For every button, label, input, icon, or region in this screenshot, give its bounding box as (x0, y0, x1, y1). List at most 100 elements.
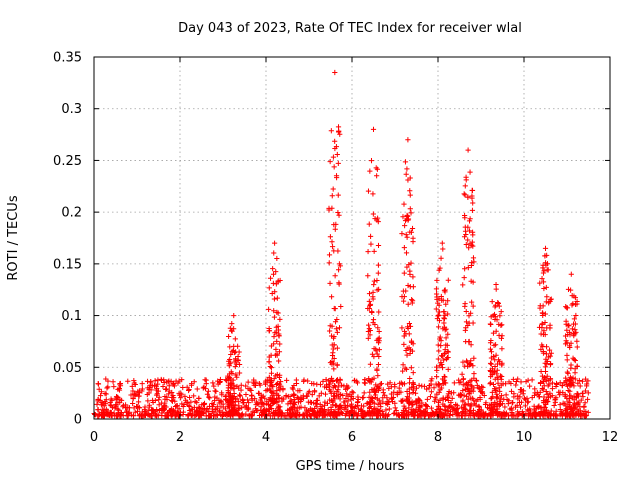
data-point (407, 375, 413, 382)
data-point (111, 384, 117, 390)
data-point (543, 388, 549, 395)
data-point (322, 399, 328, 405)
data-point (172, 403, 179, 410)
data-point (242, 404, 248, 410)
data-point (212, 388, 218, 394)
data-point (245, 385, 251, 392)
data-point (441, 320, 447, 326)
data-point (169, 389, 175, 396)
data-point (461, 234, 468, 240)
data-point (105, 384, 111, 390)
data-point (145, 398, 151, 404)
data-point (210, 402, 217, 408)
data-point (146, 386, 152, 393)
data-point (568, 287, 574, 293)
data-point (376, 397, 382, 403)
data-point (386, 385, 392, 391)
data-point (203, 409, 209, 415)
data-point (454, 402, 460, 408)
data-point (519, 387, 525, 393)
data-point (375, 242, 382, 249)
data-point (230, 347, 237, 354)
data-point (442, 407, 448, 414)
data-point (375, 401, 381, 407)
data-point (375, 387, 382, 394)
data-point (273, 410, 279, 416)
data-point (413, 385, 420, 391)
data-point (328, 128, 334, 134)
data-point (225, 400, 231, 406)
data-point (274, 295, 280, 301)
data-point (488, 410, 494, 416)
data-point (291, 391, 297, 397)
data-point (163, 379, 169, 385)
y-tick-label: 0.2 (61, 206, 82, 221)
data-point (538, 404, 544, 411)
data-point (328, 333, 335, 339)
data-point (567, 382, 573, 388)
data-point (520, 391, 526, 397)
data-point (366, 377, 372, 384)
data-point (425, 413, 432, 419)
data-point (332, 69, 338, 76)
data-point (365, 248, 371, 255)
data-point (376, 411, 382, 417)
data-point (206, 412, 213, 419)
data-point (312, 389, 318, 395)
data-point (494, 361, 501, 367)
data-point (553, 380, 560, 387)
data-point (126, 409, 132, 415)
data-point (248, 387, 254, 394)
data-point (568, 406, 575, 412)
data-point (276, 358, 282, 364)
data-point (441, 316, 448, 322)
data-point (441, 357, 447, 363)
data-point (428, 405, 435, 411)
data-point (459, 404, 465, 410)
data-point (410, 284, 416, 290)
data-point (469, 383, 475, 389)
data-point (564, 381, 570, 388)
data-point (548, 413, 554, 419)
data-point (323, 376, 329, 383)
data-point (307, 412, 313, 418)
y-tick-label: 0.15 (53, 257, 82, 272)
data-point (371, 407, 377, 413)
data-point (406, 395, 412, 401)
data-point (513, 382, 519, 388)
data-point (537, 380, 544, 386)
data-point (487, 367, 493, 374)
data-point (548, 350, 554, 356)
data-point (212, 406, 219, 413)
data-point (557, 406, 563, 413)
data-point (277, 409, 283, 415)
data-point (383, 407, 389, 413)
data-point (375, 215, 381, 221)
data-point (481, 413, 487, 419)
data-point (382, 392, 388, 398)
data-point (542, 364, 549, 370)
data-point (184, 384, 190, 390)
data-point (489, 411, 495, 417)
data-point (543, 356, 549, 362)
data-point (495, 394, 501, 400)
data-point (236, 385, 242, 391)
data-point (569, 293, 575, 299)
data-point (490, 381, 497, 388)
data-point (490, 330, 497, 336)
data-point (491, 368, 498, 375)
data-point (142, 412, 148, 419)
data-point (399, 231, 405, 237)
data-point (266, 285, 272, 291)
data-point (540, 279, 547, 285)
data-point (256, 390, 262, 397)
data-point (430, 409, 436, 415)
data-point (582, 388, 589, 394)
data-point (236, 403, 242, 409)
data-point (496, 332, 502, 338)
data-point (401, 341, 407, 348)
data-point (370, 289, 376, 295)
data-point (156, 397, 162, 403)
data-point (475, 413, 481, 419)
data-point (477, 407, 483, 413)
